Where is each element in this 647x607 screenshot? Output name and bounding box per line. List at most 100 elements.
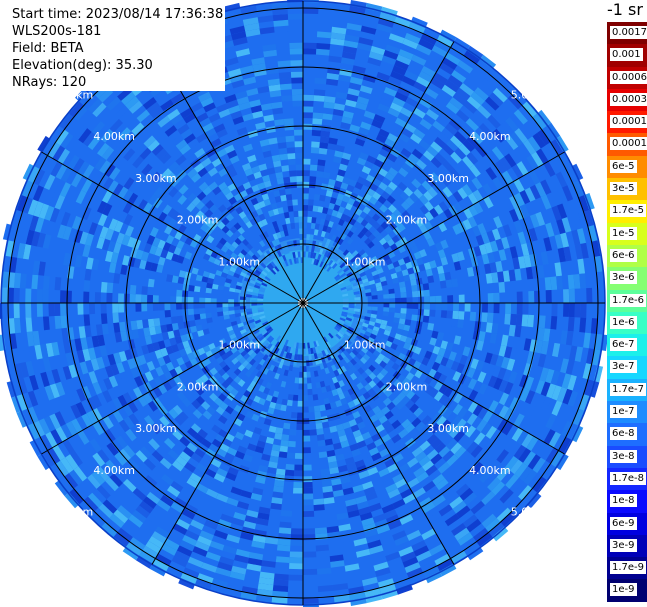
range-gate [392, 453, 404, 464]
range-gate [340, 352, 347, 359]
range-gate [440, 175, 452, 187]
range-gate [107, 180, 119, 194]
range-gate [142, 202, 153, 214]
range-gate [277, 538, 291, 546]
range-gate [171, 134, 185, 146]
range-gate [67, 154, 80, 170]
range-gate [224, 144, 235, 154]
range-gate [205, 297, 211, 303]
range-gate [556, 275, 564, 290]
range-gate [338, 206, 346, 214]
range-gate [474, 144, 488, 158]
range-gate [235, 285, 242, 290]
range-gate [171, 322, 179, 331]
range-gate [173, 329, 181, 338]
range-gate [129, 293, 136, 303]
range-gate [488, 400, 499, 413]
range-gate [180, 572, 198, 585]
range-gate [297, 406, 303, 413]
range-gate [556, 203, 568, 219]
range-gate [116, 232, 125, 245]
range-gate [37, 453, 51, 471]
range-gate [102, 499, 118, 514]
range-gate [176, 296, 182, 303]
range-gate [280, 404, 287, 412]
range-gate [404, 122, 417, 134]
range-gate [190, 325, 198, 333]
range-gate [248, 318, 255, 324]
range-gate [331, 209, 339, 217]
range-gate [251, 303, 258, 306]
range-gate [388, 307, 396, 313]
range-gate [501, 421, 514, 436]
range-gate [135, 450, 148, 463]
range-gate [324, 231, 330, 239]
range-gate [60, 423, 73, 439]
range-gate [118, 350, 128, 362]
range-gate [313, 194, 321, 201]
range-gate [295, 158, 303, 165]
range-gate [255, 594, 273, 603]
range-gate [141, 286, 148, 295]
range-gate [226, 447, 238, 457]
range-gate [364, 383, 372, 392]
range-gate [319, 136, 330, 144]
range-gate [544, 276, 552, 291]
range-gate [77, 161, 90, 176]
range-gate [354, 434, 365, 444]
range-gate [346, 504, 359, 513]
range-gate [379, 338, 388, 345]
range-gate [364, 368, 373, 376]
colorbar-label: 0.00017 [610, 115, 647, 129]
range-gate [135, 346, 144, 357]
range-gate [97, 213, 108, 227]
range-gate [114, 220, 124, 233]
range-gate [368, 447, 380, 457]
range-gate [429, 422, 441, 434]
range-gate [228, 310, 235, 315]
range-gate [532, 132, 546, 149]
range-gate [444, 123, 458, 136]
range-gate [96, 466, 110, 482]
range-gate [311, 217, 317, 224]
range-gate [112, 303, 119, 313]
range-gate [148, 326, 157, 336]
range-gate [279, 189, 286, 196]
range-gate [357, 176, 366, 185]
range-gate [228, 244, 236, 253]
range-gate [296, 239, 300, 246]
range-gate [462, 346, 471, 357]
range-gate [364, 528, 379, 538]
range-gate [223, 346, 231, 354]
range-gate [247, 467, 259, 477]
range-gate [444, 52, 461, 66]
range-gate [247, 340, 254, 347]
range-gate [434, 241, 444, 252]
range-gate [290, 71, 303, 78]
range-gate [221, 217, 230, 226]
range-gate [117, 186, 129, 199]
range-gate [452, 303, 459, 312]
range-label: 2.00km [386, 214, 428, 227]
range-gate [105, 132, 119, 147]
range-gate [91, 335, 100, 348]
range-gate [282, 344, 287, 352]
range-gate [518, 447, 532, 463]
range-gate [146, 513, 162, 527]
range-gate [303, 568, 318, 575]
range-gate [362, 278, 369, 284]
range-gate [246, 243, 253, 251]
range-gate [135, 555, 153, 569]
range-gate [361, 226, 369, 235]
range-gate [186, 153, 198, 164]
range-gate [404, 319, 412, 326]
range-gate [379, 276, 387, 283]
range-gate [274, 403, 282, 411]
range-gate [429, 543, 445, 556]
range-gate [307, 348, 312, 355]
range-gate [357, 231, 365, 239]
range-gate [247, 250, 255, 257]
range-gate [356, 359, 365, 368]
range-gate [164, 225, 173, 235]
range-gate [514, 268, 522, 281]
